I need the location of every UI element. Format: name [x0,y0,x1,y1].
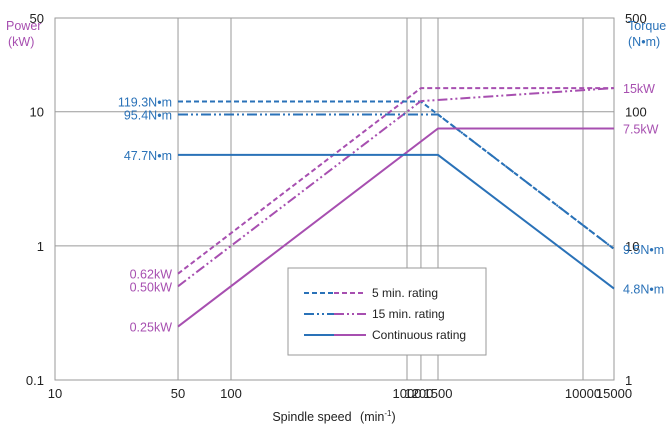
legend: 5 min. rating 15 min. rating Continuous ra… [287,267,487,356]
legend-label: Continuous rating [372,328,466,342]
right-axis-title-line2: (N•m) [628,35,660,49]
left-axis-title-line1: Power [6,19,41,33]
series-line-power [177,87,614,275]
legend-box [287,267,487,356]
series-line-power [177,87,615,288]
data-label: 95.4N•m [124,108,172,122]
right-tick-label: 10 [625,239,639,254]
data-label: 0.25kW [130,321,173,335]
legend-label: 5 min. rating [372,286,438,300]
series-line-torque [178,100,615,250]
legend-label: 15 min. rating [372,307,445,321]
x-axis-label: Spindle speed [272,410,351,424]
left-tick-label: 1 [37,239,44,254]
x-tick-label: 10000 [565,386,601,401]
x-axis-unit-suffix: ) [391,410,395,424]
x-tick-label: 1000 [393,386,422,401]
x-tick-label: 50 [171,386,185,401]
x-axis-unit-prefix: (min [360,410,384,424]
plot-frame [54,17,615,381]
left-tick-label: 10 [30,105,44,120]
data-label: 7.5kW [623,123,659,137]
data-label: 119.3N•m [118,95,172,109]
left-tick-label: 0.1 [26,373,44,388]
data-label: 47.7N•m [124,149,172,163]
x-tick-label: 1500 [424,386,453,401]
left-tick-label: 50 [30,11,44,26]
data-label: 9.5N•m [623,243,664,257]
x-tick-label: 10 [48,386,62,401]
data-label: 0.50kW [130,280,173,294]
x-tick-label: 100 [220,386,242,401]
left-axis-title-line2: (kW) [8,35,34,49]
series-layer [177,87,615,328]
right-tick-label: 500 [625,11,647,26]
right-tick-label: 1 [625,373,632,388]
series-line-power [177,127,614,328]
data-label: 4.8N•m [623,283,664,297]
grid-layer [55,18,614,380]
series-line-torque [178,153,615,290]
series-line-torque [178,113,615,250]
right-tick-label: 100 [625,105,647,120]
x-axis-unit-superscript: -1 [384,409,392,418]
x-tick-label: 15000 [596,386,632,401]
data-label: 0.62kW [130,268,173,282]
data-label: 15kW [623,82,655,96]
x-axis-title: Spindle speed (min-1) [272,409,395,424]
right-axis-title-line1: Torque [628,19,666,33]
x-tick-label: 1200 [404,386,433,401]
